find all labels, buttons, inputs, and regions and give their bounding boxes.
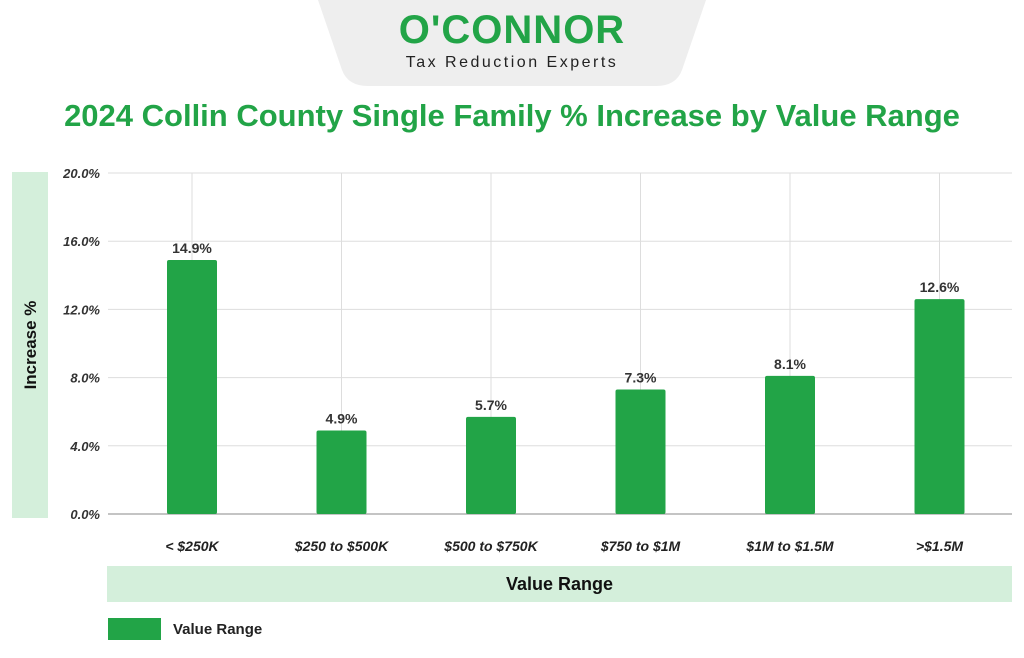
bar-value-label: 4.9% (326, 410, 358, 426)
bar (765, 375, 815, 514)
bar (167, 259, 217, 514)
bar (914, 299, 965, 514)
x-tick-label: < $250K (165, 538, 219, 554)
y-tick-label: 20.0% (62, 166, 100, 181)
x-tick-label: $750 to $1M (600, 538, 681, 554)
bar-value-label: 7.3% (625, 370, 657, 386)
y-tick-label: 12.0% (63, 302, 100, 317)
bar-value-label: 14.9% (172, 240, 212, 256)
y-axis-label-background (12, 172, 48, 518)
brand-logo: O'CONNOR (398, 8, 626, 52)
brand-tagline: Tax Reduction Experts (405, 54, 619, 71)
bar (615, 389, 666, 514)
bar-value-label: 5.7% (475, 397, 507, 413)
bar (316, 430, 367, 514)
logo-tab-background (318, 0, 706, 86)
x-tick-label: $1M to $1.5M (745, 538, 833, 554)
y-tick-label: 0.0% (70, 507, 100, 522)
bars (167, 259, 965, 514)
bar (466, 416, 516, 514)
x-axis-label: Value Range (505, 573, 614, 594)
x-tick-label: >$1.5M (916, 538, 963, 554)
x-tick-label: $250 to $500K (294, 538, 389, 554)
x-axis-label-background: Value Range (107, 566, 1012, 602)
y-tick-label: 8.0% (70, 371, 100, 386)
legend-label: Value Range (173, 620, 263, 638)
bar-value-label: 12.6% (920, 279, 960, 295)
chart-title: 2024 Collin County Single Family % Incre… (64, 98, 960, 133)
bar-value-label: 8.1% (774, 356, 806, 372)
grid-lines (108, 172, 1012, 515)
bar-chart: 0.0% 4.0% 8.0% 12.0% 16.0% 20.0% 14.9% < $250K 4… (62, 166, 1012, 554)
y-tick-label: 4.0% (69, 439, 100, 454)
y-tick-label: 16.0% (63, 234, 100, 249)
x-tick-label: $500 to $750K (443, 538, 538, 554)
legend: Value Range (108, 618, 262, 640)
legend-swatch (108, 618, 161, 640)
chart-text: 0.0% 4.0% 8.0% 12.0% 16.0% 20.0% 14.9% < $250K 4… (62, 166, 963, 554)
